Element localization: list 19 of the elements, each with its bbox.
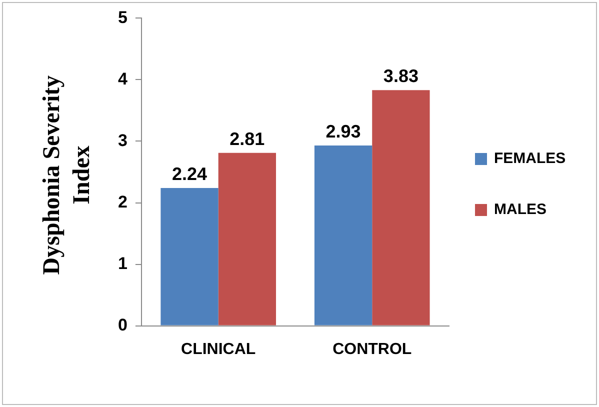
y-tick-label: 0	[118, 315, 128, 334]
data-label: 2.24	[172, 164, 208, 184]
bar	[218, 152, 276, 326]
y-tick-label: 5	[118, 8, 128, 27]
data-label: 2.93	[326, 122, 361, 142]
y-axis-title: Dysphonia Severity Index	[38, 74, 96, 277]
legend-label: MALES	[494, 201, 546, 218]
y-tick-label: 2	[118, 192, 128, 212]
bar	[160, 188, 218, 326]
y-tick-label: 1	[118, 254, 128, 273]
bar	[372, 90, 430, 326]
data-label: 3.83	[383, 66, 418, 86]
data-label: 2.81	[230, 128, 265, 149]
x-tick-label: CLINICAL	[181, 340, 256, 358]
y-tick-label: 4	[118, 69, 128, 88]
bar	[314, 146, 372, 326]
y-tick-label: 3	[118, 130, 128, 150]
legend-label: FEMALES	[494, 150, 566, 167]
x-tick-label: CONTROL	[332, 340, 412, 358]
